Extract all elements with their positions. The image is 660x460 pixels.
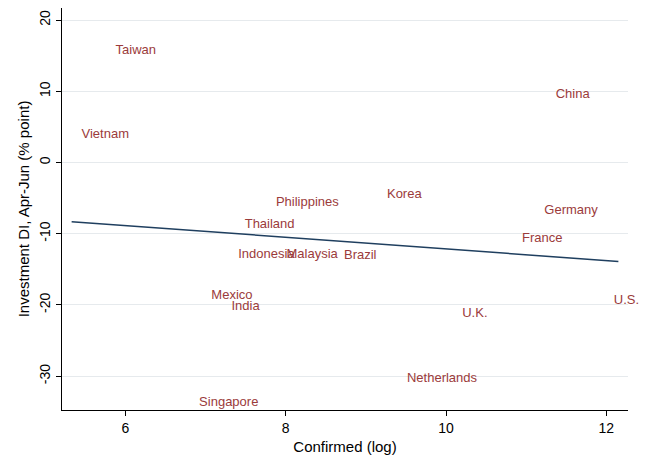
svg-text:12: 12: [599, 420, 615, 436]
svg-text:Germany: Germany: [544, 202, 598, 217]
svg-text:20: 20: [37, 10, 53, 26]
svg-text:0: 0: [37, 156, 53, 164]
svg-text:India: India: [231, 298, 260, 313]
svg-text:Malaysia: Malaysia: [286, 246, 338, 261]
svg-text:-10: -10: [37, 221, 53, 241]
svg-text:Indonesia: Indonesia: [238, 246, 295, 261]
svg-text:6: 6: [121, 420, 129, 436]
svg-text:Vietnam: Vietnam: [82, 126, 129, 141]
svg-text:Taiwan: Taiwan: [116, 42, 156, 57]
svg-text:Investment DI, Apr-Jun (% poin: Investment DI, Apr-Jun (% point): [15, 101, 32, 318]
svg-text:Thailand: Thailand: [245, 216, 295, 231]
svg-text:Korea: Korea: [387, 186, 422, 201]
svg-text:Singapore: Singapore: [199, 394, 258, 409]
svg-text:10: 10: [37, 81, 53, 97]
svg-text:Brazil: Brazil: [344, 247, 377, 262]
svg-text:U.S.: U.S.: [614, 292, 639, 307]
svg-text:10: 10: [438, 420, 454, 436]
svg-text:U.K.: U.K.: [462, 305, 487, 320]
svg-text:Confirmed (log): Confirmed (log): [293, 438, 396, 455]
svg-text:Netherlands: Netherlands: [407, 370, 478, 385]
svg-text:China: China: [556, 86, 591, 101]
svg-text:Mexico: Mexico: [211, 287, 252, 302]
svg-text:-30: -30: [37, 364, 53, 384]
svg-text:Philippines: Philippines: [276, 194, 339, 209]
svg-text:8: 8: [282, 420, 290, 436]
svg-text:-20: -20: [37, 293, 53, 313]
svg-text:France: France: [522, 230, 562, 245]
